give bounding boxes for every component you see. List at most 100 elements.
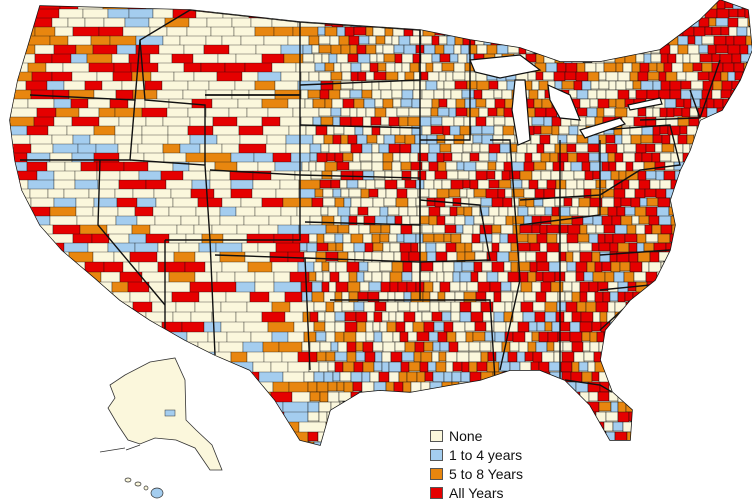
county-patch (403, 0, 414, 10)
county-patch (706, 242, 720, 254)
county-patch (340, 188, 350, 198)
county-patch (392, 421, 401, 432)
county-patch (388, 233, 398, 243)
county-patch (737, 8, 746, 18)
county-patch (723, 261, 733, 272)
county-patch (654, 143, 663, 153)
county-patch (718, 361, 728, 373)
county-patch (551, 206, 560, 217)
county-patch (318, 401, 332, 413)
county-patch (359, 281, 370, 292)
county-patch (737, 411, 751, 424)
county-patch (10, 291, 28, 310)
county-patch (637, 107, 647, 117)
county-patch (580, 311, 594, 323)
county-patch (453, 62, 466, 74)
county-patch (603, 107, 616, 117)
county-patch (487, 0, 500, 11)
county-patch (436, 188, 450, 199)
county-patch (321, 53, 330, 64)
county-patch (391, 35, 400, 46)
county-patch (625, 301, 634, 313)
alaska-inset (99, 357, 223, 471)
county-patch (516, 351, 526, 364)
county-patch (404, 321, 414, 334)
county-patch (452, 321, 466, 333)
county-patch (128, 441, 150, 445)
county-patch (373, 311, 383, 324)
county-patch (439, 53, 451, 63)
county-patch (635, 143, 647, 154)
county-patch (728, 26, 738, 38)
county-patch (452, 197, 462, 207)
county-patch (389, 242, 401, 253)
county-patch (730, 391, 739, 402)
county-patch (733, 331, 744, 343)
county-patch (115, 341, 135, 356)
county-patch (566, 261, 577, 272)
county-patch (676, 291, 689, 302)
county-patch (377, 62, 387, 72)
county-patch (74, 281, 97, 296)
county-patch (709, 179, 720, 189)
county-patch (559, 44, 573, 55)
border-ok (304, 257, 421, 301)
county-patch (431, 98, 440, 109)
county-patch (731, 351, 744, 362)
county-patch (724, 134, 738, 146)
county-patch (227, 361, 254, 380)
county-patch (381, 361, 390, 374)
county-patch (700, 341, 709, 353)
border-id-wy (139, 39, 206, 165)
county-patch (659, 179, 672, 190)
county-patch (698, 44, 709, 54)
county-patch (617, 321, 626, 332)
county-patch (307, 381, 318, 393)
county-patch (425, 242, 437, 254)
county-patch (524, 152, 533, 164)
county-patch (400, 361, 410, 374)
county-patch (378, 80, 392, 91)
county-patch (561, 351, 575, 363)
county-patch (128, 311, 147, 330)
county-patch (700, 206, 714, 218)
county-patch (662, 331, 672, 342)
county-patch (404, 134, 416, 146)
county-patch (645, 107, 654, 119)
county-patch (524, 331, 533, 344)
county-patch (327, 242, 337, 252)
county-patch (693, 134, 707, 145)
county-patch (348, 161, 362, 171)
county-patch (484, 331, 496, 342)
county-patch (742, 197, 752, 207)
county-patch (724, 351, 733, 362)
county-patch (441, 62, 455, 72)
county-patch (661, 291, 671, 302)
county-patch (246, 391, 272, 409)
county-patch (693, 401, 707, 412)
county-patch (371, 233, 381, 244)
county-patch (454, 291, 465, 304)
county-patch (29, 271, 47, 290)
county-patch (474, 321, 487, 332)
county-patch (721, 291, 730, 304)
county-patch (446, 331, 457, 344)
county-patch (705, 170, 718, 181)
county-patch (379, 261, 393, 272)
county-patch (623, 441, 633, 445)
county-patch (328, 53, 338, 65)
county-patch (334, 351, 348, 362)
county-patch (643, 26, 653, 37)
county-patch (579, 251, 593, 263)
county-patch (361, 143, 373, 155)
county-patch (349, 206, 359, 216)
county-patch (302, 53, 315, 63)
county-patch (594, 291, 604, 304)
county-patch (612, 331, 621, 343)
county-patch (541, 0, 554, 10)
county-patch (434, 44, 445, 55)
county-patch (496, 44, 509, 55)
county-patch (644, 188, 657, 198)
county-patch (420, 261, 434, 272)
county-patch (683, 261, 694, 272)
